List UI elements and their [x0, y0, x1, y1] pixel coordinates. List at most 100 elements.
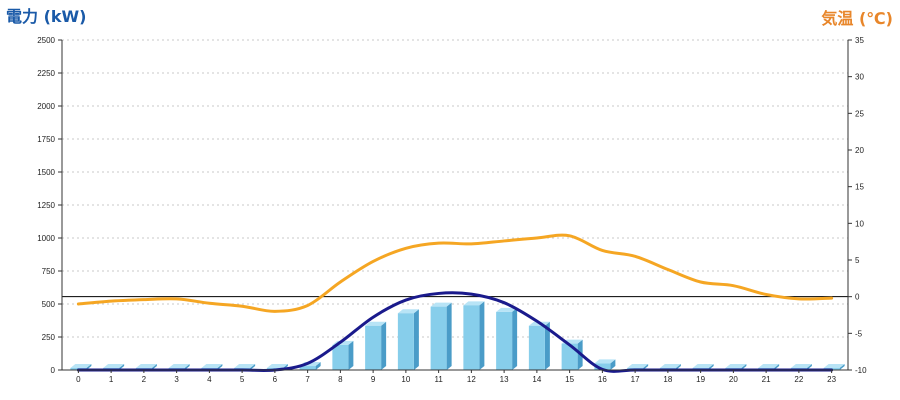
x-tick-label: 0 [76, 375, 81, 384]
x-tick-label: 13 [500, 375, 509, 384]
grid-lines [62, 39, 848, 338]
left-tick-label: 1250 [37, 201, 55, 210]
right-tick-label: 5 [855, 256, 860, 265]
left-tick-label: 2000 [37, 102, 55, 111]
power-bar [463, 301, 485, 370]
power-bar-top [659, 364, 681, 369]
left-tick-label: 1500 [37, 168, 55, 177]
x-tick-label: 8 [338, 375, 343, 384]
power-bar-front [365, 325, 382, 370]
power-bar [496, 307, 518, 370]
x-tick-label: 18 [663, 375, 672, 384]
x-tick-label: 3 [174, 375, 179, 384]
power-bar-top [594, 359, 616, 364]
power-bar-top [496, 307, 518, 312]
x-tick-label: 6 [273, 375, 278, 384]
power-bar-front [299, 366, 316, 370]
power-bar-top [692, 364, 714, 369]
x-tick-label: 21 [762, 375, 771, 384]
x-tick-label: 22 [794, 375, 803, 384]
x-tick-label: 11 [434, 375, 443, 384]
left-tick-label: 250 [42, 333, 56, 342]
x-tick-label: 7 [305, 375, 310, 384]
power-bar-top [234, 364, 256, 369]
power-bar-side [839, 364, 845, 370]
x-tick-label: 2 [142, 375, 147, 384]
power-bar [365, 321, 387, 370]
power-bar-side [250, 364, 256, 370]
left-tick-label: 750 [42, 267, 56, 276]
x-tick-label: 20 [729, 375, 738, 384]
power-bar-top [103, 364, 125, 369]
x-tick-label: 1 [109, 375, 114, 384]
right-tick-label: -10 [855, 366, 867, 375]
left-axis-title: 電力 (kW) [6, 7, 87, 26]
power-bar-side [479, 301, 485, 370]
power-bar-top [266, 364, 288, 369]
left-tick-label: 1000 [37, 234, 55, 243]
temperature-line [76, 233, 834, 313]
power-bar-front [397, 313, 414, 370]
power-bar-top [758, 364, 780, 369]
x-tick-label: 4 [207, 375, 212, 384]
right-tick-label: -5 [855, 329, 863, 338]
x-tick-label: 9 [371, 375, 376, 384]
right-tick-label: 20 [855, 146, 864, 155]
power-bar-side [381, 321, 387, 370]
power-bar [594, 359, 616, 370]
x-tick-label: 12 [467, 375, 476, 384]
power-bar-front [463, 305, 480, 370]
right-tick-label: 10 [855, 219, 864, 228]
left-tick-label: 500 [42, 300, 56, 309]
power-bar-side [643, 364, 649, 370]
power-bar [397, 309, 419, 370]
right-tick-label: 35 [855, 36, 864, 45]
power-bar-front [561, 343, 578, 370]
power-bar-top [463, 301, 485, 306]
power-bar-top [70, 364, 92, 369]
power-bar-front [332, 344, 349, 370]
power-bar-side [315, 362, 321, 370]
left-tick-label: 1750 [37, 135, 55, 144]
power-bar-front [594, 363, 611, 370]
power-bar-top [725, 364, 747, 369]
left-tick-label: 2500 [37, 36, 55, 45]
power-bar-top [365, 321, 387, 326]
power-bars [70, 301, 845, 370]
x-tick-label: 5 [240, 375, 245, 384]
left-tick-label: 0 [51, 366, 56, 375]
power-bar-front [496, 311, 513, 370]
axes: 02505007501000125015001750200022502500-1… [37, 36, 867, 384]
right-tick-label: 0 [855, 293, 860, 302]
x-tick-label: 19 [696, 375, 705, 384]
power-bar-front [430, 306, 447, 370]
power-bar-front [528, 325, 545, 370]
x-tick-label: 17 [631, 375, 640, 384]
right-tick-label: 25 [855, 109, 864, 118]
x-tick-label: 23 [827, 375, 836, 384]
power-bar-side [544, 321, 550, 370]
power-bar-top [823, 364, 845, 369]
x-tick-label: 15 [565, 375, 574, 384]
power-bar-side [446, 302, 452, 370]
right-tick-label: 30 [855, 73, 864, 82]
left-tick-label: 2250 [37, 69, 55, 78]
right-axis-title: 気温 (℃) [821, 9, 893, 28]
power-bar-top [790, 364, 812, 369]
x-tick-label: 16 [598, 375, 607, 384]
power-bar-side [512, 307, 518, 370]
x-tick-label: 10 [401, 375, 410, 384]
power-bar-top [168, 364, 190, 369]
power-bar-top [627, 364, 649, 369]
power-bar-side [413, 309, 419, 370]
power-line [76, 291, 834, 373]
power-bar-side [348, 340, 354, 370]
x-tick-label: 14 [532, 375, 541, 384]
power-bar-side [610, 359, 616, 370]
power-bar-top [135, 364, 157, 369]
power-bar-top [430, 302, 452, 307]
series-lines [62, 233, 848, 373]
power-bar [430, 302, 452, 370]
power-bar-top [201, 364, 223, 369]
